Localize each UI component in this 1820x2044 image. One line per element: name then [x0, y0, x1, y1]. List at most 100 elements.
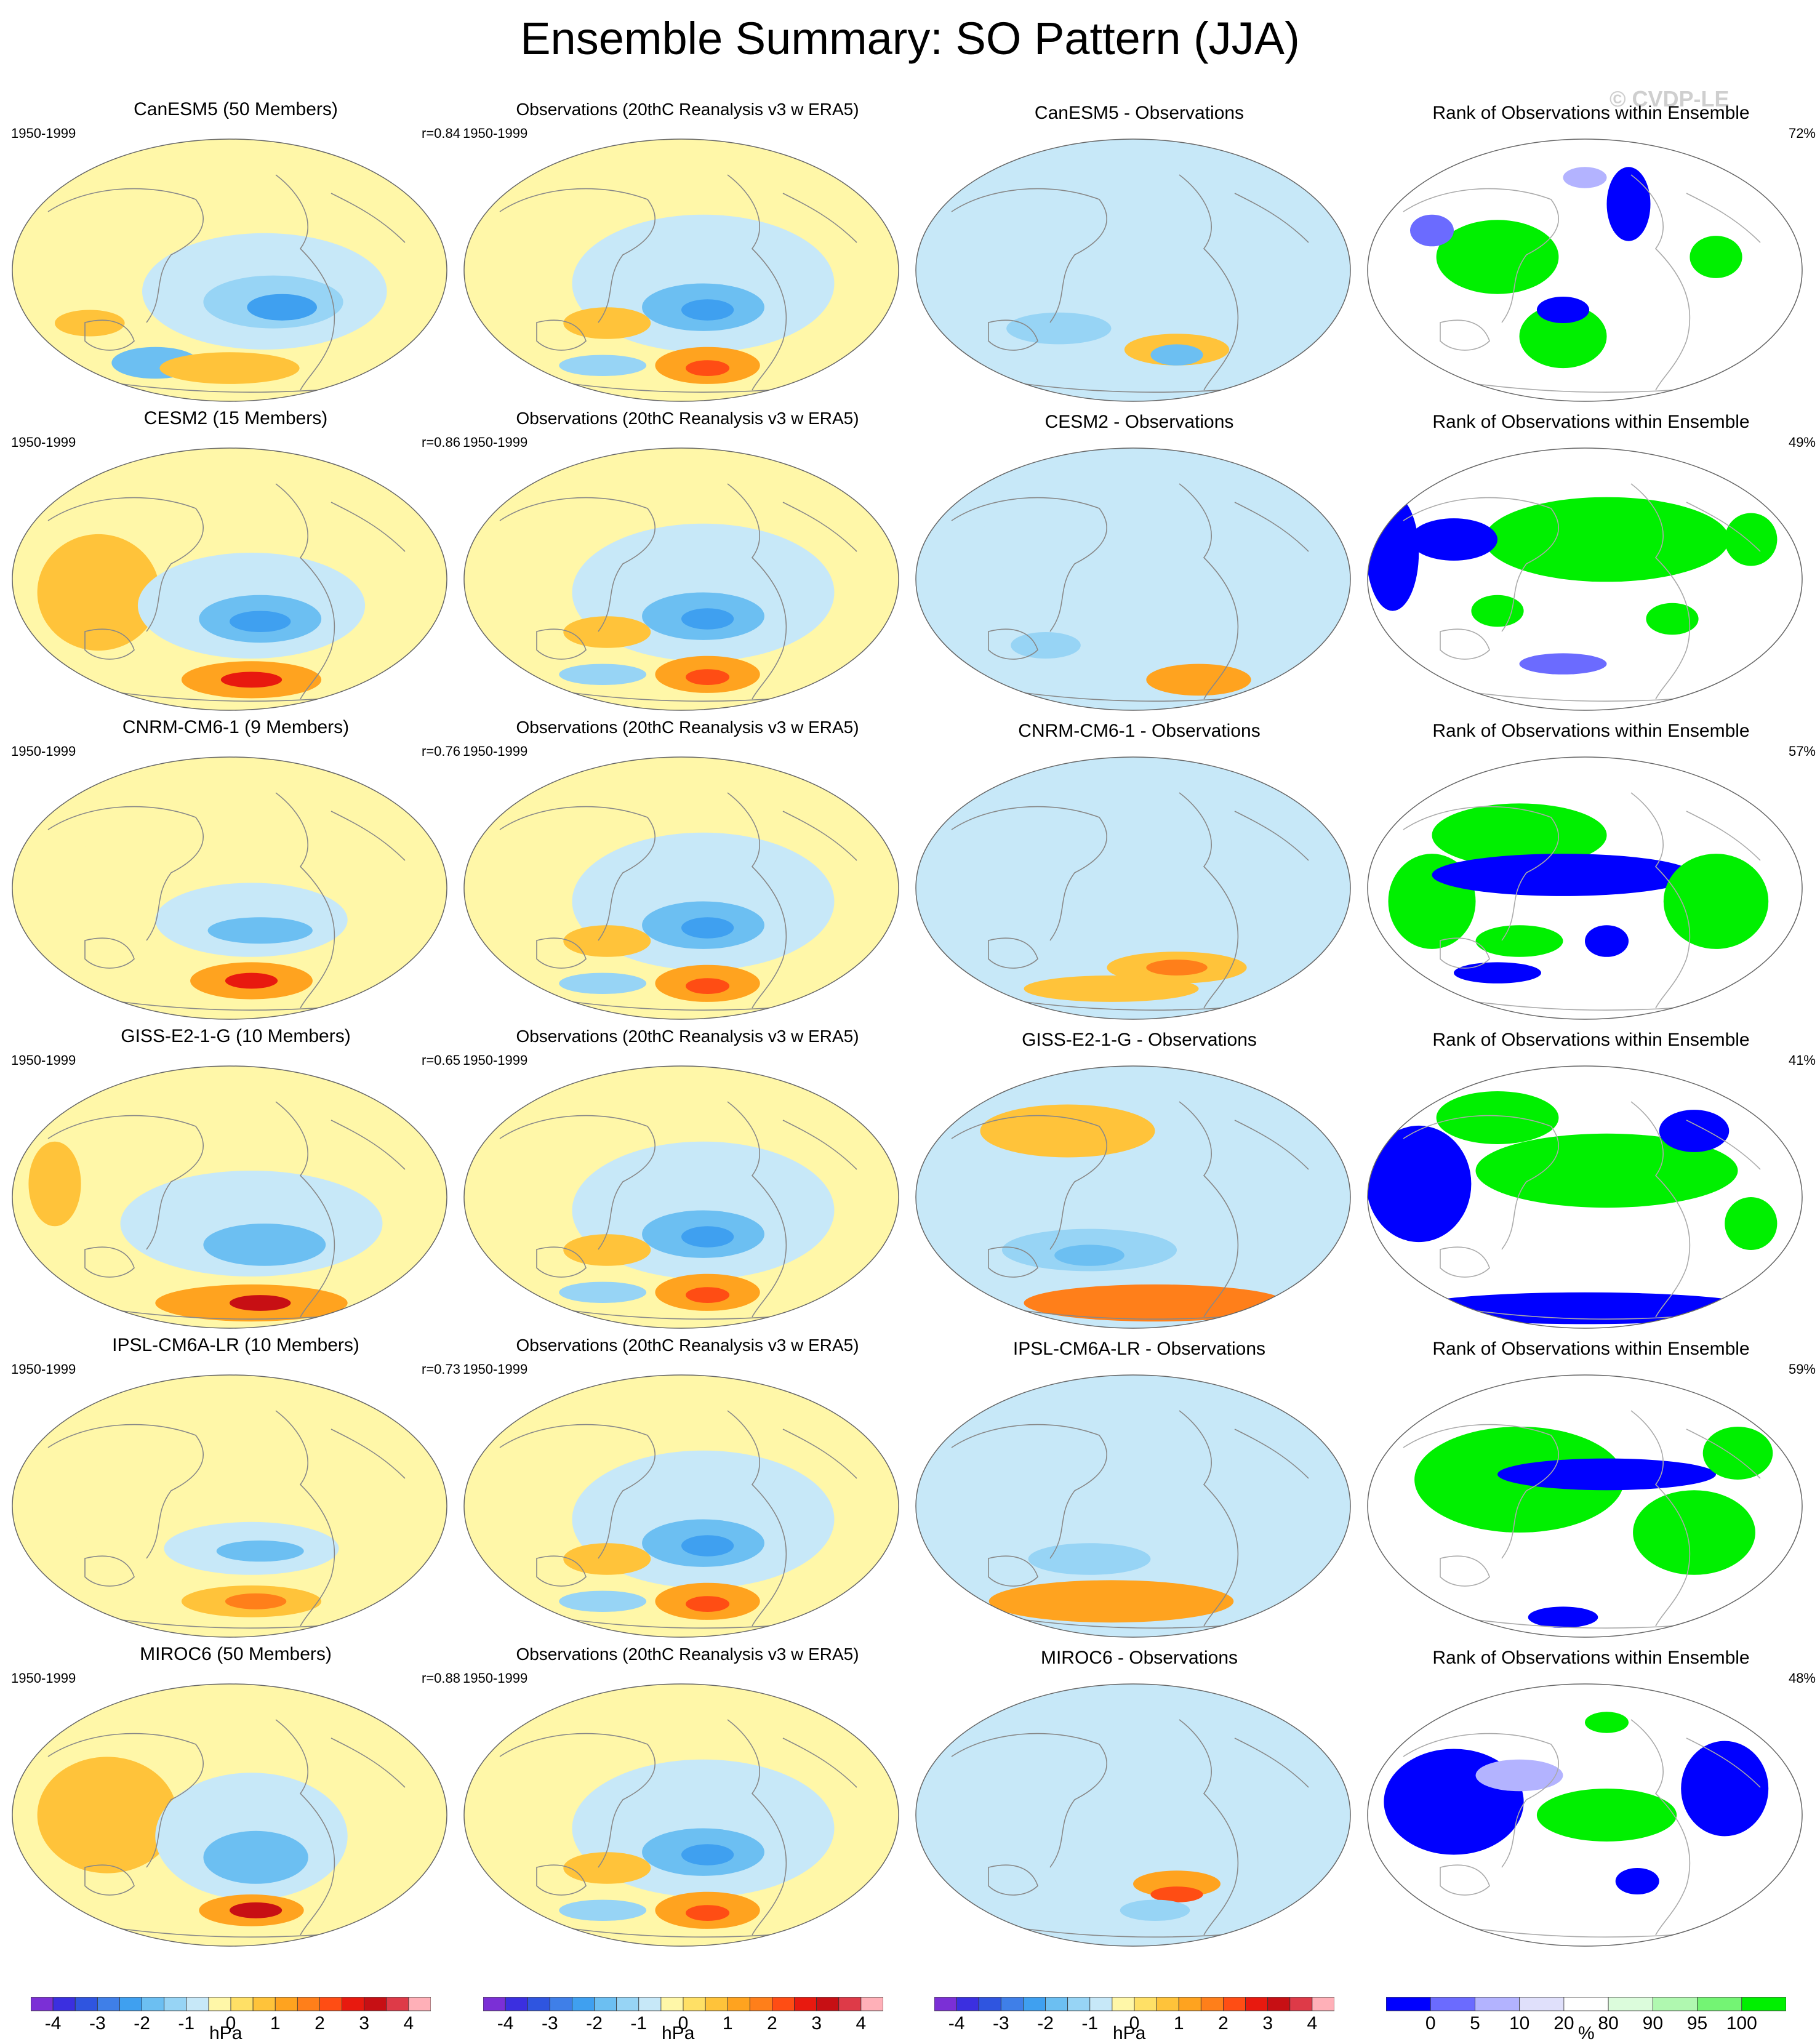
coastline [727, 1410, 787, 1627]
panel-title: CESM2 - Observations [1044, 412, 1234, 432]
coastline [499, 1733, 655, 1868]
coastline [1234, 193, 1309, 243]
map [915, 138, 1351, 402]
colorbar-swatch [816, 1997, 840, 2011]
coastline [1403, 806, 1559, 941]
panel-title: Observations (20thC Reanalysis v3 w ERA5… [516, 1336, 859, 1355]
colorbar-swatch [1697, 1997, 1742, 2011]
map-outline [463, 756, 899, 1020]
colorbar-tick-label: 20 [1553, 2013, 1574, 2034]
pattern-correlation: r=0.84 [422, 126, 460, 141]
panel-title: Observations (20thC Reanalysis v3 w ERA5… [516, 1027, 859, 1046]
coastline [1630, 1719, 1691, 1936]
colorbar-swatch [749, 1997, 772, 2011]
map-anomaly-region [686, 1596, 730, 1612]
map-anomaly-region [1725, 1197, 1778, 1250]
coastline [275, 1719, 335, 1936]
map-anomaly-region [681, 917, 734, 939]
colorbar-swatch [794, 1997, 817, 2011]
rank-percent: 57% [1788, 743, 1816, 759]
map-anomaly-region [1006, 312, 1112, 345]
coastline [536, 319, 587, 351]
coastline [988, 628, 1038, 660]
panel-title: Rank of Observations within Ensemble [1432, 412, 1750, 432]
map-anomaly-region [1150, 1886, 1203, 1902]
coastline [499, 188, 655, 323]
model-panel: MIROC6 (50 Members) 1950-1999 r=0.88 [11, 1643, 460, 1950]
period-label: 1950-1999 [463, 126, 528, 141]
colorbar-tick-label: -4 [948, 2013, 965, 2034]
map [915, 447, 1351, 711]
colorbar-swatch [252, 1997, 276, 2011]
panel-title: Rank of Observations within Ensemble [1432, 103, 1750, 123]
map-outline [463, 138, 899, 402]
map [12, 138, 447, 402]
colorbar-tick-label: 3 [811, 2013, 822, 2034]
colorbar-swatch [1267, 1997, 1291, 2011]
map-outline [463, 1683, 899, 1947]
colorbar-tick-label: 4 [856, 2013, 867, 2034]
colorbar-swatch [1067, 1997, 1091, 2011]
coastline [988, 937, 1038, 969]
map-outline [915, 1683, 1351, 1947]
difference-panel: CanESM5 - Observations [915, 98, 1364, 405]
map-anomaly-region [28, 1141, 81, 1227]
coastline [782, 1737, 857, 1788]
colorbar-swatch [594, 1997, 617, 2011]
map-anomaly-region [1659, 1110, 1730, 1152]
colorbar-swatch [1430, 1997, 1475, 2011]
map-anomaly-region [563, 616, 651, 648]
colorbar-swatch [572, 1997, 595, 2011]
panel-title: MIROC6 (50 Members) [140, 1644, 332, 1664]
map-anomaly-region [203, 1224, 326, 1266]
map-anomaly-region [37, 534, 160, 651]
coastline [84, 319, 135, 351]
panel-title: CanESM5 (50 Members) [134, 99, 338, 119]
map-anomaly-region [1725, 513, 1778, 566]
map-anomaly-region [230, 1902, 283, 1918]
coastline [727, 792, 787, 1009]
colorbar-tick-label: 5 [1470, 2013, 1480, 2034]
period-label: 1950-1999 [463, 1361, 528, 1377]
colorbar-swatch [1178, 1997, 1201, 2011]
coastline [1234, 811, 1309, 861]
coastline [1686, 1737, 1761, 1788]
map-anomaly-region [559, 1590, 647, 1612]
colorbar-swatch [30, 1997, 54, 2011]
coastline [536, 1555, 587, 1587]
map-anomaly-region [1536, 297, 1590, 323]
coastline [1403, 497, 1559, 632]
colorbar-unit: hPa [662, 2023, 695, 2043]
map-outline [12, 447, 447, 711]
colorbar-swatch [616, 1997, 639, 2011]
observations-panel: Observations (20thC Reanalysis v3 w ERA5… [463, 407, 912, 714]
map-outline [463, 447, 899, 711]
map-anomaly-region [563, 1234, 651, 1266]
coastline [1686, 502, 1761, 552]
map-anomaly-region [980, 1104, 1155, 1158]
map-anomaly-region [207, 917, 313, 944]
map-anomaly-region [230, 1295, 291, 1311]
colorbar-tick-label: 0 [1129, 2013, 1140, 2034]
coastline [1440, 628, 1490, 660]
coastline [951, 1424, 1107, 1559]
colorbar-swatch [1519, 1997, 1565, 2011]
map-anomaly-region [988, 1580, 1234, 1623]
rank-percent: 48% [1788, 1670, 1816, 1686]
colorbar-swatch [319, 1997, 342, 2011]
map-background [916, 1066, 1350, 1328]
coastline [782, 1429, 857, 1479]
difference-panel: GISS-E2-1-G - Observations [915, 1025, 1364, 1332]
map-anomaly-region [1536, 1789, 1677, 1842]
period-label: 1950-1999 [11, 1361, 76, 1377]
map-outline [463, 1065, 899, 1329]
colorbar-swatch [1089, 1997, 1113, 2011]
model-panel: CNRM-CM6-1 (9 Members) 1950-1999 r=0.76 [11, 716, 460, 1023]
colorbar-swatch [1245, 1997, 1269, 2011]
colorbar-tick-label: 2 [767, 2013, 777, 2034]
colorbar-tick-label: -4 [45, 2013, 62, 2034]
colorbar: 0 5 10 20 80 90 95 100% [1385, 1997, 1787, 2043]
panel-title: GISS-E2-1-G - Observations [1022, 1030, 1257, 1050]
panel-title: Rank of Observations within Ensemble [1432, 1030, 1750, 1050]
map-anomaly-region [216, 1540, 304, 1562]
